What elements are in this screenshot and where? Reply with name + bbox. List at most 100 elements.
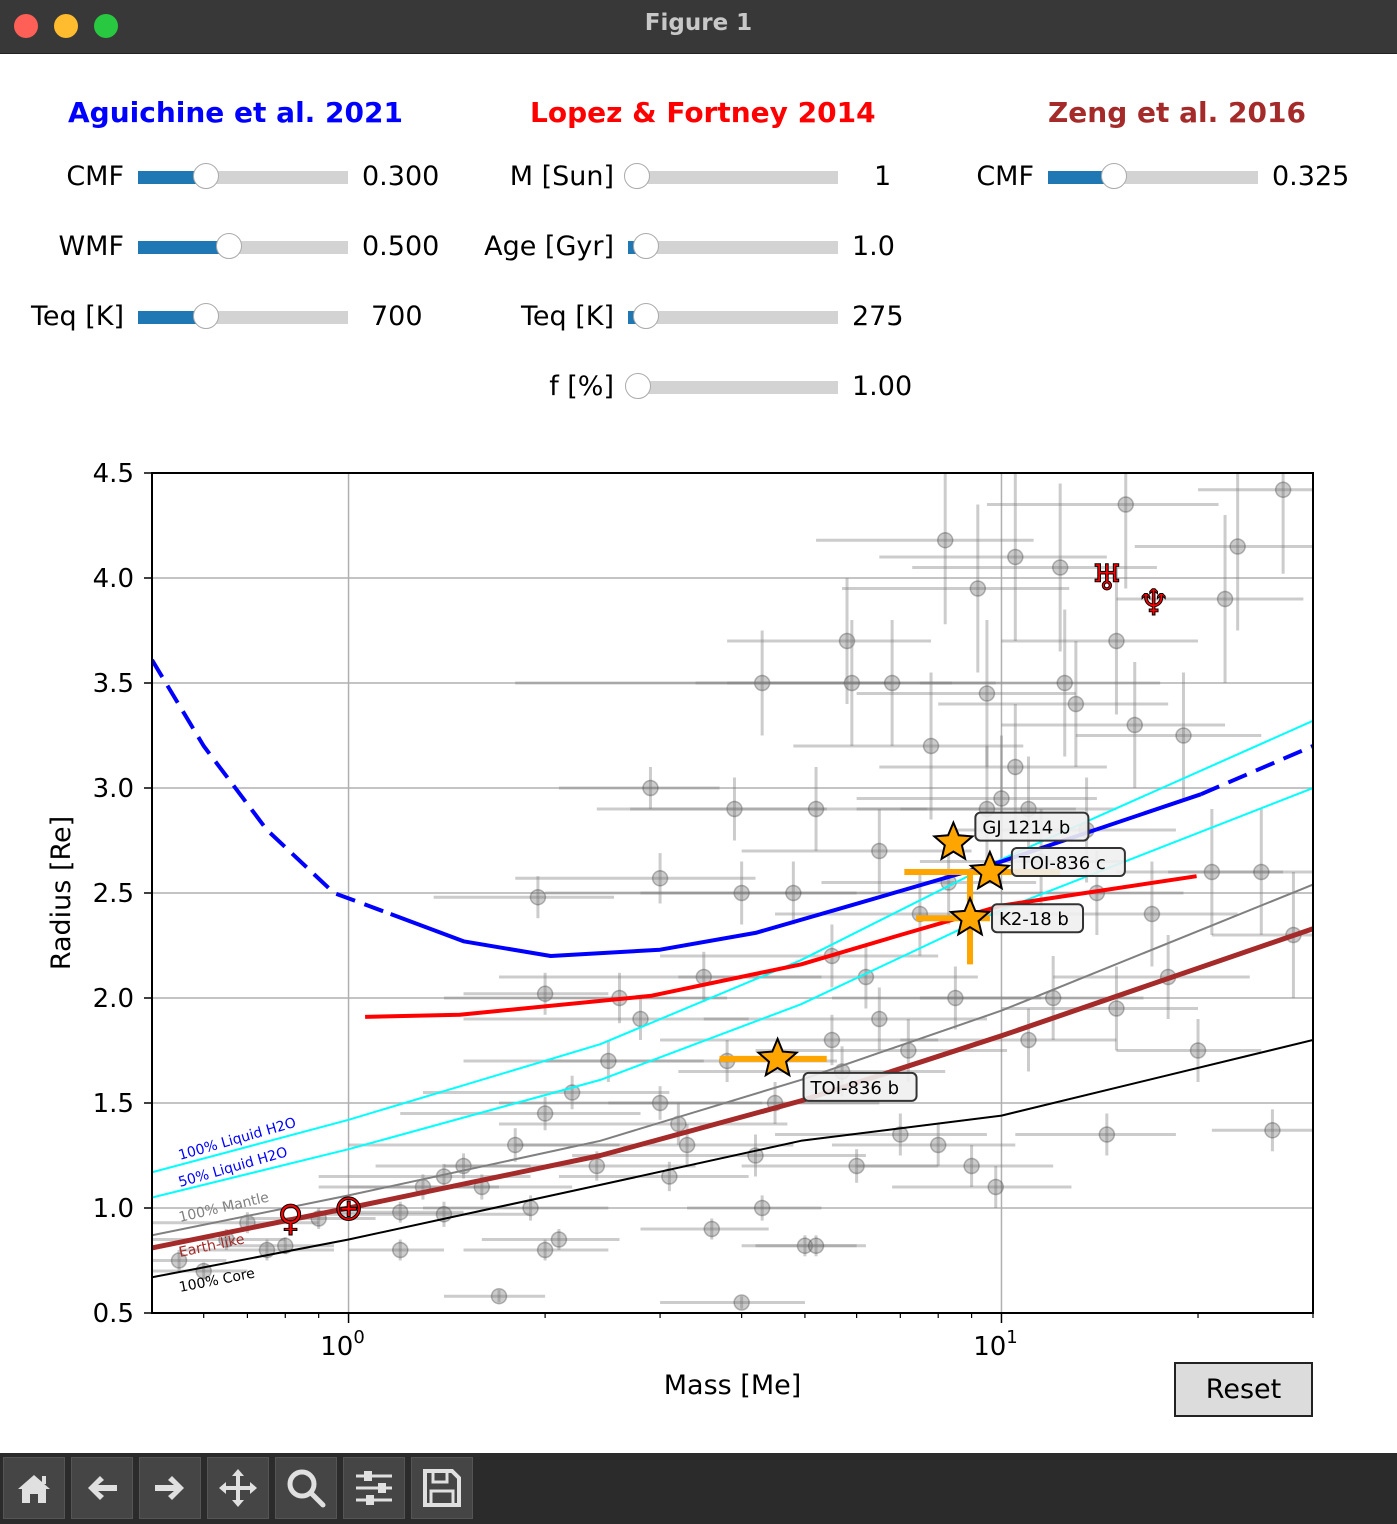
exoplanet-point: [558, 1161, 749, 1192]
slider-handle[interactable]: [632, 303, 659, 329]
slider-track[interactable]: [138, 233, 348, 259]
exoplanet-point: [152, 1250, 227, 1271]
solar-system-planet-neptune: ♆: [1137, 583, 1169, 624]
back-arrow-icon: [88, 1476, 117, 1500]
back-button[interactable]: [71, 1457, 133, 1519]
exoplanet-marker: [1007, 758, 1024, 776]
exoplanet-marker: [536, 1105, 554, 1122]
exoplanet-point: [481, 1229, 620, 1250]
zoom-icon: [287, 1469, 326, 1508]
pan-button[interactable]: [207, 1457, 269, 1519]
slider-handle[interactable]: [624, 373, 651, 399]
exoplanet-marker: [753, 674, 771, 692]
exoplanet-point: [443, 972, 728, 1024]
x-tick-label: 101: [973, 1327, 1018, 1362]
y-tick-label: 0.5: [93, 1299, 134, 1329]
star-marker: [948, 895, 992, 937]
exoplanet-point: [596, 777, 827, 841]
exoplanet-point: [892, 1166, 1072, 1208]
star-marker: [931, 820, 975, 861]
zoom-button[interactable]: [275, 1457, 337, 1519]
slider-handle[interactable]: [193, 303, 220, 329]
title-bar: Figure 1: [0, 0, 1397, 54]
slider-label: M [Sun]: [509, 161, 614, 192]
planet-label-box: [1010, 847, 1126, 877]
exoplanet-marker: [993, 790, 1010, 807]
slider-value: 1.00: [852, 371, 913, 402]
slider-track[interactable]: [628, 233, 838, 259]
y-tick-label: 1.5: [93, 1089, 134, 1119]
mass-radius-plot[interactable]: 0.5 1.0 1.5 2.0 2.5 3.0 3.5 4.0 4.5 100 101 100% Co…: [0, 0, 1397, 1453]
highlighted-planet: GJ 1214 b: [931, 811, 1090, 861]
exoplanet-point: [1001, 662, 1226, 788]
slider-track[interactable]: [138, 303, 348, 329]
exoplanet-marker: [1175, 727, 1192, 744]
slider-track[interactable]: [1048, 163, 1258, 189]
exoplanet-marker: [529, 888, 547, 906]
planet-label-box: [802, 1071, 918, 1102]
exoplanet-marker: [1189, 1042, 1207, 1059]
slider-track[interactable]: [628, 303, 838, 329]
planet-label: TOI-836 b: [810, 1078, 899, 1099]
window-title: Figure 1: [644, 10, 753, 36]
exoplanet-point: [900, 1008, 1117, 1072]
exoplanet-point: [1116, 515, 1304, 683]
exoplanet-point: [463, 1239, 609, 1261]
exoplanet-marker: [963, 1157, 980, 1175]
exoplanet-marker: [1067, 695, 1085, 713]
save-button[interactable]: [411, 1457, 473, 1519]
exoplanet-marker: [947, 989, 964, 1007]
slider-label: Teq [K]: [30, 301, 124, 332]
axes-frame: [151, 472, 1314, 1314]
model-curve-dashed: [152, 658, 392, 916]
exoplanet-point: [831, 966, 1042, 1030]
exoplanet-point: [879, 473, 1107, 641]
exoplanet-point: [741, 1235, 857, 1257]
slider-fill: [138, 171, 208, 184]
slider-track[interactable]: [138, 163, 348, 189]
forward-button[interactable]: [139, 1457, 201, 1519]
exoplanet-point: [348, 1239, 444, 1261]
reset-button[interactable]: Reset: [1174, 1362, 1313, 1417]
exoplanet-marker: [1203, 863, 1221, 881]
exoplanet-marker: [929, 1136, 947, 1154]
y-axis-label: Radius [Re]: [46, 816, 77, 970]
home-button[interactable]: [3, 1457, 65, 1519]
y-tick-label: 4.0: [93, 564, 134, 594]
exoplanet-marker: [823, 1031, 841, 1049]
exoplanet-marker: [883, 674, 901, 692]
minimize-button[interactable]: [54, 14, 78, 38]
exoplanet-marker: [922, 737, 940, 755]
y-tick-label: 1.0: [93, 1194, 134, 1224]
exoplanet-point: [986, 473, 1219, 589]
exoplanet-point: [1168, 809, 1313, 935]
exoplanet-point: [831, 1124, 1016, 1166]
slider-handle[interactable]: [1101, 163, 1128, 189]
close-button[interactable]: [14, 14, 38, 38]
panel-title: Lopez & Fortney 2014: [530, 96, 876, 129]
exoplanet-marker: [642, 779, 659, 797]
slider-handle[interactable]: [216, 233, 243, 259]
exoplanet-marker: [843, 674, 861, 692]
exoplanet-point: [545, 861, 857, 925]
configure-subplots-button[interactable]: [343, 1457, 405, 1519]
y-tick-label: 2.5: [93, 879, 134, 909]
slider-handle[interactable]: [632, 233, 659, 259]
slider-value: 0.500: [362, 231, 440, 262]
slider-handle[interactable]: [624, 163, 650, 189]
exoplanet-point: [443, 1287, 546, 1305]
slider-track[interactable]: [624, 373, 838, 399]
exoplanet-point: [348, 1128, 620, 1162]
exoplanet-point: [499, 1103, 788, 1145]
exoplanet-point: [727, 578, 932, 704]
slider-fill: [138, 241, 231, 254]
exoplanet-marker: [1020, 1031, 1037, 1049]
exoplanet-marker: [733, 1294, 750, 1311]
panel-title: Aguichine et al. 2021: [68, 96, 403, 129]
maximize-button[interactable]: [94, 14, 118, 38]
y-tick-label: 4.5: [93, 459, 134, 489]
slider-track[interactable]: [624, 163, 838, 189]
exoplanet-point: [678, 945, 978, 1009]
planet-label: GJ 1214 b: [982, 818, 1070, 839]
slider-handle[interactable]: [193, 163, 220, 189]
